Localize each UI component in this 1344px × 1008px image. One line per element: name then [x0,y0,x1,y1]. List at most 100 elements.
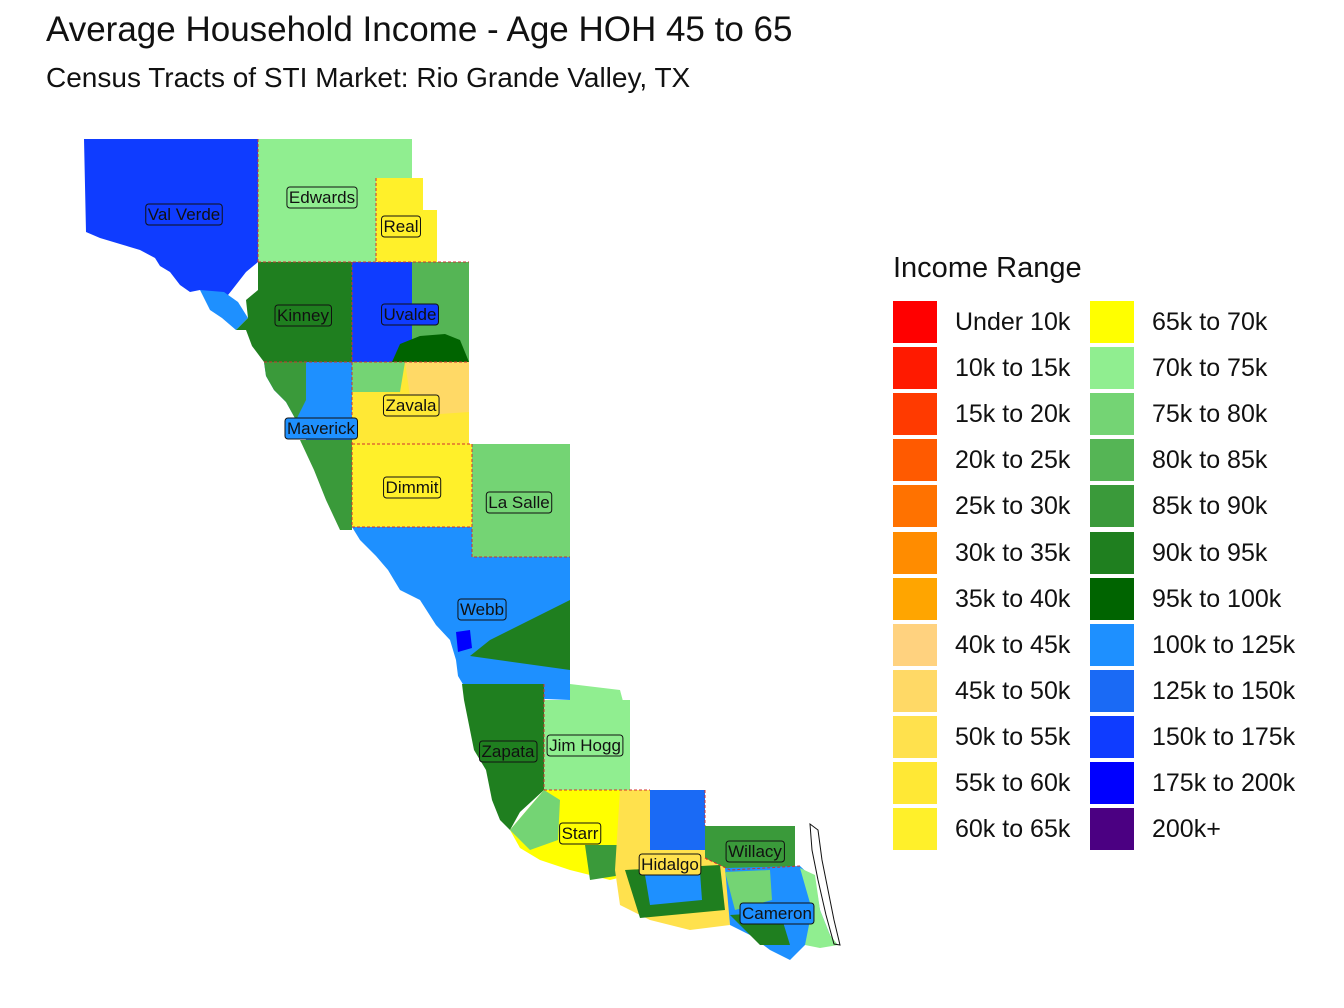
tract-cameron-coast [800,868,838,948]
legend-swatch [893,808,937,851]
legend-item: 80k to 85k [1090,438,1305,484]
legend-swatch [893,623,937,666]
tract-starr-west [510,790,560,850]
legend-label: 30k to 35k [955,538,1071,567]
legend-label: Under 10k [955,308,1071,336]
legend-swatch [893,577,937,620]
county-name: Starr [562,824,599,843]
county-label-box [381,215,421,238]
legend-title: Income Range [893,252,1082,284]
county-label-kinney: Kinney [274,304,332,327]
legend-label: 50k to 55k [955,722,1071,751]
tract-webb-laredo [456,630,472,652]
legend-item: 10k to 15k [893,346,1108,392]
county-name: Willacy [728,842,782,861]
county-label-box [284,417,359,440]
legend-swatch [893,393,937,436]
county-label-box [145,203,223,226]
legend-item: 45k to 50k [893,669,1108,715]
tract-webb-east [470,600,570,670]
legend-swatch [1090,623,1134,666]
legend-swatch [1090,531,1134,574]
county-name: Jim Hogg [549,736,621,755]
legend-item: 95k to 100k [1090,577,1305,623]
legend-swatch [1090,808,1134,851]
legend-item: Under 10k [893,300,1108,346]
legend-label: 25k to 30k [955,492,1071,521]
legend-item: 125k to 150k [1090,669,1305,715]
legend-item: 20k to 25k [893,438,1108,484]
legend-label: 35k to 40k [955,584,1071,613]
legend-swatch [1090,669,1134,712]
tract-starr-south [585,845,622,880]
map-title: Average Household Income - Age HOH 45 to… [46,10,793,49]
legend-label: 10k to 15k [955,354,1071,383]
legend-label: 20k to 25k [955,446,1071,475]
legend-label: 95k to 100k [1152,584,1282,613]
county-label-box [382,394,440,417]
county-label-zavala: Zavala [382,394,440,417]
legend-swatch [1090,347,1134,390]
tract-zavala-nw [352,362,405,392]
county-label-la-salle: La Salle [485,491,553,514]
legend-label: 40k to 45k [955,630,1071,659]
legend-label: 150k to 175k [1152,722,1296,751]
legend-swatch [893,715,937,758]
tract-hidalgo-north [650,790,705,850]
legend-swatch [1090,393,1134,436]
county-label-val-verde: Val Verde [145,203,223,226]
county-label-hidalgo: Hidalgo [638,853,702,876]
county-name: Real [384,217,419,236]
tract-uvalde-south [392,334,469,362]
legend-item: 90k to 95k [1090,531,1305,577]
county-name: Webb [460,600,504,619]
legend-label: 200k+ [1152,815,1221,844]
county-name: Maverick [287,419,356,438]
county-label-box [479,740,538,763]
map-subtitle: Census Tracts of STI Market: Rio Grande … [46,62,691,93]
county-name: Zapata [482,742,535,761]
legend-swatch [893,669,937,712]
county-label-uvalde: Uvalde [381,303,439,326]
legend-item: 200k+ [1090,807,1305,853]
legend-label: 15k to 20k [955,400,1071,429]
county-label-box [485,491,553,514]
legend-item: 75k to 80k [1090,392,1305,438]
legend-item: 100k to 125k [1090,623,1305,669]
legend-item: 35k to 40k [893,577,1108,623]
legend-item: 55k to 60k [893,761,1108,807]
legend-swatch [1090,439,1134,482]
county-label-box [381,303,439,326]
legend-item: 50k to 55k [893,715,1108,761]
tract-hidalgo-urban-blue [645,872,702,905]
legend-item: 40k to 45k [893,623,1108,669]
tract-jim-hogg-north [570,684,628,720]
legend-label: 60k to 65k [955,815,1071,844]
legend-label: 65k to 70k [1152,308,1268,336]
tract-maverick-south [300,440,352,530]
legend-item: 175k to 200k [1090,761,1305,807]
legend-item: 150k to 175k [1090,715,1305,761]
legend-label: 70k to 75k [1152,354,1268,383]
legend-swatch [893,439,937,482]
legend-swatch [893,762,937,804]
county-borders [257,139,801,871]
legend: Under 10k 10k to 15k 15k to 20k 20k to 25k 2… [893,300,1333,852]
county-label-box [457,598,507,621]
legend-swatch [1090,301,1134,343]
county-label-jim-hogg: Jim Hogg [546,734,624,757]
legend-label: 90k to 95k [1152,538,1268,567]
legend-item: 65k to 70k [1090,300,1305,346]
legend-swatch [1090,577,1134,620]
county-name: Kinney [277,306,329,325]
county-label-box [286,186,358,209]
legend-label: 100k to 125k [1152,630,1296,659]
county-label-box [383,476,442,499]
county-label-zapata: Zapata [479,740,538,763]
county-label-willacy: Willacy [725,840,785,863]
legend-item: 15k to 20k [893,392,1108,438]
county-label-cameron: Cameron [739,902,815,925]
legend-item: 30k to 35k [893,531,1108,577]
legend-label: 45k to 50k [955,676,1071,705]
legend-swatch [893,531,937,574]
